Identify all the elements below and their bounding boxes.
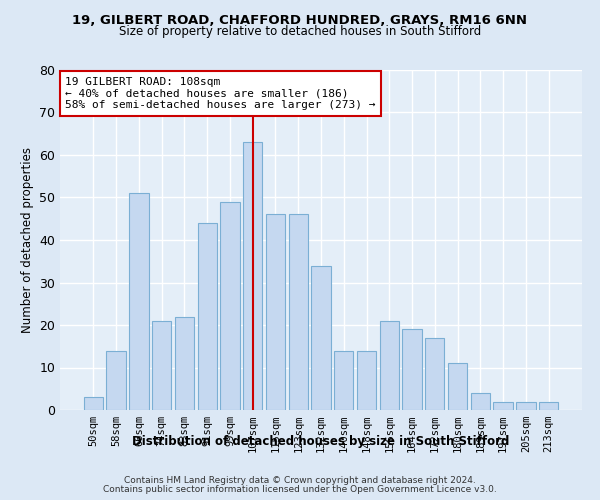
Bar <box>311 266 331 410</box>
Bar <box>516 402 536 410</box>
Bar <box>357 350 376 410</box>
Bar <box>152 321 172 410</box>
Y-axis label: Number of detached properties: Number of detached properties <box>20 147 34 333</box>
Text: Size of property relative to detached houses in South Stifford: Size of property relative to detached ho… <box>119 25 481 38</box>
Bar <box>539 402 558 410</box>
Bar <box>197 223 217 410</box>
Text: 19, GILBERT ROAD, CHAFFORD HUNDRED, GRAYS, RM16 6NN: 19, GILBERT ROAD, CHAFFORD HUNDRED, GRAY… <box>73 14 527 27</box>
Bar <box>129 193 149 410</box>
Text: Contains public sector information licensed under the Open Government Licence v3: Contains public sector information licen… <box>103 485 497 494</box>
Bar <box>175 316 194 410</box>
Bar <box>403 329 422 410</box>
Bar <box>470 393 490 410</box>
Bar <box>266 214 285 410</box>
Text: Distribution of detached houses by size in South Stifford: Distribution of detached houses by size … <box>133 434 509 448</box>
Bar <box>448 363 467 410</box>
Bar <box>243 142 262 410</box>
Bar <box>425 338 445 410</box>
Bar <box>380 321 399 410</box>
Bar <box>106 350 126 410</box>
Bar <box>334 350 353 410</box>
Text: 19 GILBERT ROAD: 108sqm
← 40% of detached houses are smaller (186)
58% of semi-d: 19 GILBERT ROAD: 108sqm ← 40% of detache… <box>65 77 376 110</box>
Text: Contains HM Land Registry data © Crown copyright and database right 2024.: Contains HM Land Registry data © Crown c… <box>124 476 476 485</box>
Bar <box>289 214 308 410</box>
Bar <box>84 397 103 410</box>
Bar <box>493 402 513 410</box>
Bar <box>220 202 239 410</box>
